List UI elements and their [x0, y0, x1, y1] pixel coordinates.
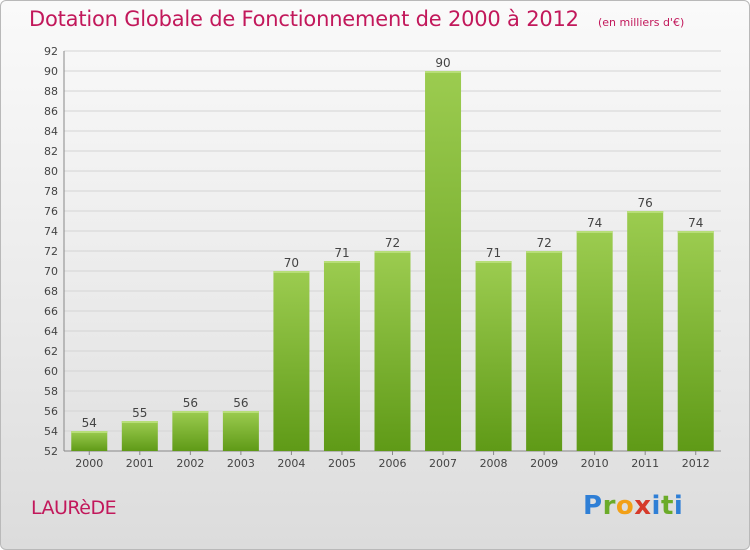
x-tick-label: 2005 [328, 457, 356, 470]
bar-highlight [273, 271, 310, 273]
y-tick-label: 62 [44, 345, 58, 358]
bar-2008 [475, 261, 512, 451]
chart-title: Dotation Globale de Fonctionnement de 20… [29, 7, 579, 31]
y-tick-label: 78 [44, 185, 58, 198]
value-label: 71 [486, 246, 501, 260]
y-tick-label: 54 [44, 425, 58, 438]
y-tick-label: 72 [44, 245, 58, 258]
value-label: 90 [435, 56, 450, 70]
value-label: 74 [688, 216, 703, 230]
x-tick-label: 2012 [682, 457, 710, 470]
x-tick-label: 2009 [530, 457, 558, 470]
bar-2007 [425, 71, 462, 451]
bar-2005 [323, 261, 360, 451]
bar-highlight [425, 71, 462, 73]
bar-highlight [121, 421, 158, 423]
value-label: 71 [334, 246, 349, 260]
bar-2002 [172, 411, 209, 451]
x-tick-label: 2011 [631, 457, 659, 470]
x-tick-label: 2001 [126, 457, 154, 470]
y-tick-label: 66 [44, 305, 58, 318]
y-tick-label: 88 [44, 85, 58, 98]
chart-title-block: Dotation Globale de Fonctionnement de 20… [29, 7, 684, 31]
x-tick-label: 2007 [429, 457, 457, 470]
x-tick-label: 2002 [176, 457, 204, 470]
proxiti-logo: Proxiti [583, 491, 683, 521]
x-tick-label: 2006 [379, 457, 407, 470]
bar-2012 [677, 231, 714, 451]
value-label: 56 [183, 396, 198, 410]
y-tick-label: 84 [44, 125, 58, 138]
bar-2000 [71, 431, 108, 451]
x-tick-label: 2010 [581, 457, 609, 470]
bar-highlight [475, 261, 512, 263]
bar-highlight [627, 211, 664, 213]
chart-subtitle: (en milliers d'€) [597, 16, 685, 29]
bar-highlight [71, 431, 108, 433]
y-tick-label: 56 [44, 405, 58, 418]
value-label: 55 [132, 406, 147, 420]
y-tick-label: 70 [44, 265, 58, 278]
bar-highlight [526, 251, 563, 253]
brand-letter: o [615, 491, 635, 521]
x-tick-label: 2000 [75, 457, 103, 470]
x-tick-label: 2008 [480, 457, 508, 470]
brand-letter: r [602, 491, 616, 521]
bar-2001 [121, 421, 158, 451]
y-tick-label: 86 [44, 105, 58, 118]
value-label: 72 [536, 236, 551, 250]
value-label: 56 [233, 396, 248, 410]
brand-letter: P [583, 491, 603, 521]
y-tick-label: 76 [44, 205, 58, 218]
value-label: 72 [385, 236, 400, 250]
brand-letter: i [673, 491, 684, 521]
bar-highlight [576, 231, 613, 233]
bar-2006 [374, 251, 411, 451]
bar-highlight [374, 251, 411, 253]
y-tick-label: 64 [44, 325, 58, 338]
bar-highlight [222, 411, 259, 413]
y-tick-label: 80 [44, 165, 58, 178]
y-tick-label: 90 [44, 65, 58, 78]
brand-letter: t [660, 491, 674, 521]
bar-highlight [323, 261, 360, 263]
x-tick-label: 2004 [277, 457, 305, 470]
value-label: 74 [587, 216, 602, 230]
value-label: 76 [638, 196, 653, 210]
y-tick-label: 82 [44, 145, 58, 158]
value-label: 70 [284, 256, 299, 270]
value-label: 54 [82, 416, 97, 430]
bar-2011 [627, 211, 664, 451]
y-tick-label: 92 [44, 45, 58, 58]
bar-2003 [222, 411, 259, 451]
bar-2004 [273, 271, 310, 451]
bar-2009 [526, 251, 563, 451]
commune-name: LAURèDE [31, 497, 117, 519]
x-tick-label: 2003 [227, 457, 255, 470]
y-tick-label: 52 [44, 445, 58, 458]
brand-letter: i [651, 491, 661, 521]
y-tick-label: 60 [44, 365, 58, 378]
bar-highlight [172, 411, 209, 413]
bar-2010 [576, 231, 613, 451]
brand-letter: x [634, 491, 652, 521]
y-tick-label: 74 [44, 225, 58, 238]
y-tick-label: 58 [44, 385, 58, 398]
y-tick-label: 68 [44, 285, 58, 298]
bar-highlight [677, 231, 714, 233]
